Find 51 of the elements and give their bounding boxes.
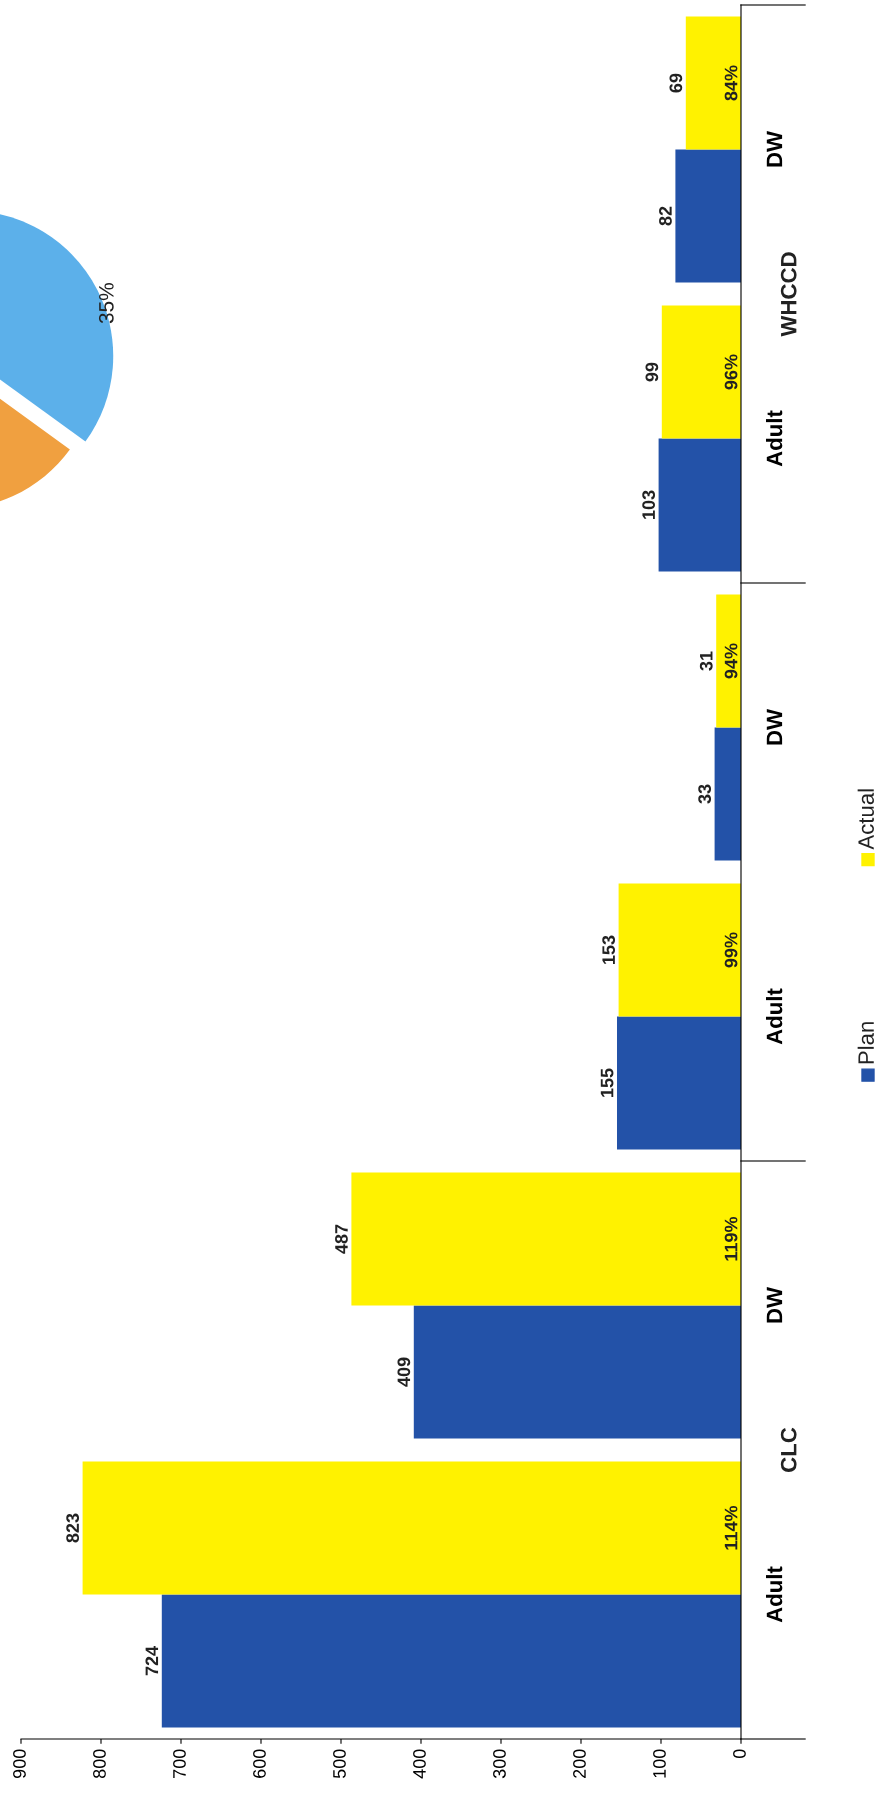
data-label: 69: [669, 73, 683, 93]
bar: [658, 438, 741, 572]
y-tick-label: Adult: [766, 988, 783, 1045]
annotation: 94%: [724, 643, 738, 679]
data-label: 487: [335, 1224, 348, 1254]
bar: [685, 16, 741, 150]
bar: [82, 1461, 741, 1595]
data-label: 31: [699, 651, 713, 671]
data-label: 823: [66, 1513, 80, 1543]
bar: [161, 1594, 741, 1728]
data-label: 33: [698, 784, 712, 804]
annotation: 84%: [724, 65, 738, 101]
annotation: 99%: [724, 932, 738, 968]
bar: [675, 149, 741, 283]
bar: [617, 1016, 741, 1150]
bar: [618, 883, 741, 1017]
x-tick-label: 0: [733, 1749, 746, 1759]
x-tick-label: 900: [13, 1749, 26, 1778]
y-tick-label: DW: [766, 1287, 783, 1323]
y-tick-label: Adult: [766, 410, 783, 467]
x-tick-label: 100: [653, 1749, 666, 1778]
x-tick-label: 500: [333, 1749, 346, 1779]
x-tick-label: 200: [573, 1749, 586, 1778]
data-label: 155: [600, 1068, 614, 1097]
data-label: 99: [645, 362, 659, 382]
x-tick-label: 800: [93, 1749, 106, 1779]
text: CLC: [780, 1427, 797, 1472]
x-tick-label: 300: [493, 1749, 506, 1779]
bar: [714, 727, 741, 861]
annotation: 96%: [724, 354, 738, 390]
data-label: 724: [145, 1646, 159, 1676]
bar: [716, 594, 741, 728]
data-label: 409: [397, 1357, 411, 1387]
data-label: 153: [602, 935, 616, 964]
bar: [413, 1305, 741, 1439]
y-tick-label: Adult: [766, 1566, 783, 1623]
y-tick-label: DW: [766, 131, 783, 167]
text: Plan: [857, 1022, 874, 1064]
data-label: 103: [642, 490, 656, 519]
bar: [351, 1172, 741, 1306]
data-label: 82: [659, 206, 672, 226]
bar: [661, 305, 741, 439]
x-tick-label: 600: [253, 1749, 266, 1778]
x-tick-label: 700: [173, 1749, 186, 1778]
y-tick-label: DW: [766, 709, 783, 745]
data-label: 35%: [98, 283, 114, 324]
text: WHCCD: [780, 252, 797, 337]
text: Actual: [857, 789, 874, 850]
annotation: 119%: [724, 1216, 738, 1261]
x-tick-label: 400: [413, 1749, 426, 1779]
annotation: 114%: [724, 1505, 738, 1550]
